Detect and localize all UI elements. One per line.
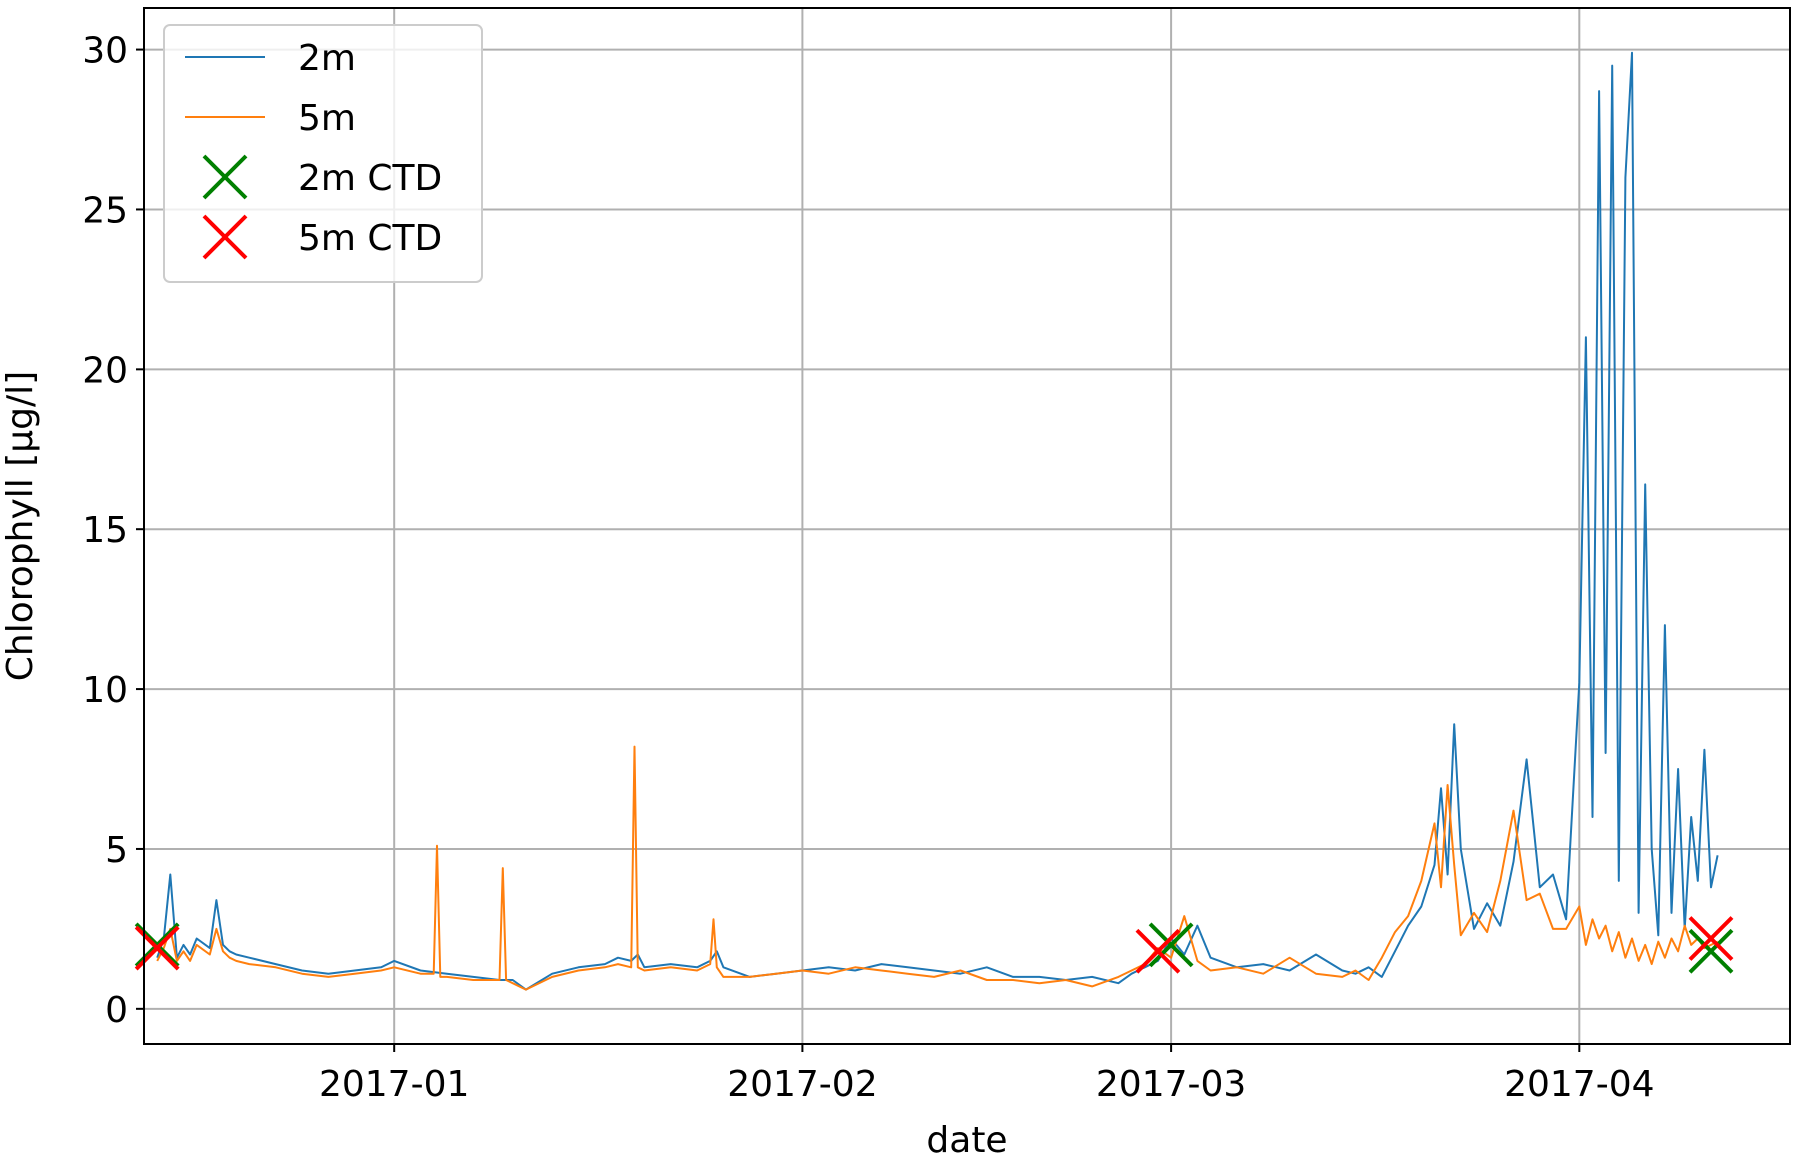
series-line-2m (156, 51, 1719, 991)
legend: 2m 5m 2m CTD 5m CTD (163, 24, 483, 283)
y-tick-label: 30 (82, 31, 128, 72)
series-layer (156, 51, 1719, 991)
ctd-marker-5m-ctd (1135, 928, 1181, 974)
legend-label: 5m CTD (298, 218, 442, 259)
y-tick-label: 15 (82, 510, 128, 551)
legend-marker (202, 214, 248, 260)
y-axis: 0 5 10 15 20 25 30 (82, 31, 144, 1031)
x-tick-label: 2017-02 (727, 1064, 877, 1105)
legend-marker (202, 154, 248, 200)
ctd-marker-5m-ctd (1688, 916, 1734, 961)
ctd-marker-2m-ctd (1688, 928, 1734, 974)
axes-frame (143, 7, 1791, 1045)
x-axis: 2017-01 2017-02 2017-03 2017-04 (319, 1044, 1655, 1105)
ctd-marker-2m-ctd (1148, 922, 1194, 968)
x-tick-label: 2017-03 (1096, 1064, 1246, 1105)
x-tick-label: 2017-04 (1504, 1064, 1654, 1105)
series-line-5m (156, 745, 1719, 991)
legend-label: 2m (298, 38, 356, 79)
x-tick-label: 2017-01 (319, 1064, 469, 1105)
y-tick-label: 5 (105, 830, 128, 871)
y-tick-label: 0 (105, 990, 128, 1031)
legend-label: 5m (298, 98, 356, 139)
y-tick-label: 10 (82, 670, 128, 711)
plot-area (134, 51, 1734, 991)
x-axis-label: date (926, 1120, 1007, 1161)
y-tick-label: 20 (82, 350, 128, 391)
legend-label: 2m CTD (298, 158, 442, 199)
y-axis-label: Chlorophyll [µg/l] (0, 371, 41, 681)
y-tick-label: 25 (82, 190, 128, 231)
